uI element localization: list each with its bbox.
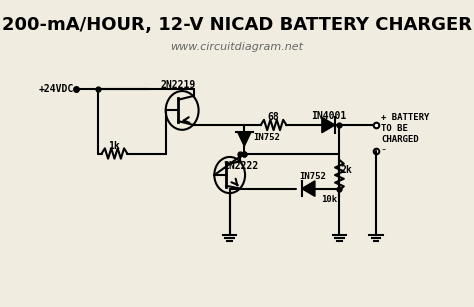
Polygon shape <box>238 132 251 146</box>
Polygon shape <box>322 117 335 133</box>
Text: 1k: 1k <box>109 141 120 151</box>
Text: TO BE: TO BE <box>382 124 409 133</box>
Text: IN752: IN752 <box>299 172 326 181</box>
Text: 2k: 2k <box>341 165 353 175</box>
Text: 2N2219: 2N2219 <box>161 80 196 90</box>
Text: -: - <box>382 144 385 154</box>
Text: + BATTERY: + BATTERY <box>382 113 430 122</box>
Text: +24VDC: +24VDC <box>39 84 74 94</box>
Text: 68: 68 <box>268 111 280 122</box>
Text: 10k: 10k <box>321 195 337 204</box>
Text: IN752: IN752 <box>254 133 280 142</box>
Text: IN4001: IN4001 <box>311 111 346 121</box>
Text: CHARGED: CHARGED <box>382 135 419 144</box>
Polygon shape <box>302 181 315 196</box>
Text: www.circuitdiagram.net: www.circuitdiagram.net <box>171 41 303 52</box>
Text: 200-mA/HOUR, 12-V NICAD BATTERY CHARGER: 200-mA/HOUR, 12-V NICAD BATTERY CHARGER <box>2 16 472 34</box>
Text: 2N2222: 2N2222 <box>223 161 258 171</box>
